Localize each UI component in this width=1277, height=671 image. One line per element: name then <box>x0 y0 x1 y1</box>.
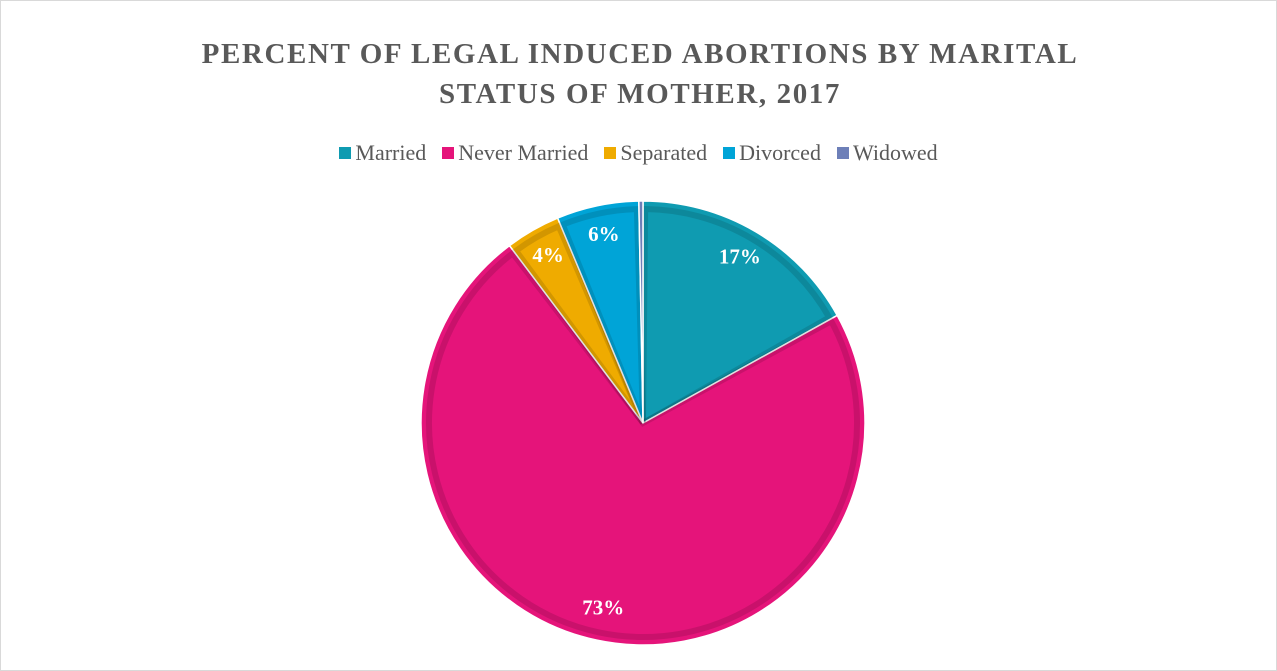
pie-slice-bevel <box>426 249 860 640</box>
pie-slice-bevel <box>511 222 646 425</box>
pie-slice-bevel <box>558 206 646 425</box>
data-label: 6% <box>588 222 620 246</box>
legend-swatch <box>604 147 617 159</box>
chart-title: PERCENT OF LEGAL INDUCED ABORTIONS BY MA… <box>201 38 1079 110</box>
legend-item: Divorced <box>723 140 821 166</box>
legend-swatch <box>836 147 849 159</box>
legend-label: Never Married <box>458 140 589 165</box>
legend: Married Never Married Separated Divorced Wid… <box>0 140 1277 166</box>
legend-item: Widowed <box>836 140 938 166</box>
data-label: 73% <box>582 596 624 620</box>
legend-item: Never Married <box>442 140 588 166</box>
pie-slice-bevel <box>639 205 834 429</box>
pie-slice <box>642 200 839 425</box>
legend-item: Separated <box>604 140 707 166</box>
legend-label: Widowed <box>852 140 938 165</box>
legend-label: Divorced <box>739 140 821 165</box>
legend-swatch <box>723 147 736 159</box>
legend-label: Separated <box>620 140 708 165</box>
legend-label: Married <box>355 140 427 165</box>
legend-swatch <box>442 147 455 159</box>
legend-item: Married <box>339 140 426 166</box>
data-label: 17% <box>719 244 761 268</box>
legend-swatch <box>339 147 352 159</box>
pie-slice <box>638 200 644 424</box>
data-label: 4% <box>532 243 564 267</box>
pie-slice <box>420 244 866 646</box>
